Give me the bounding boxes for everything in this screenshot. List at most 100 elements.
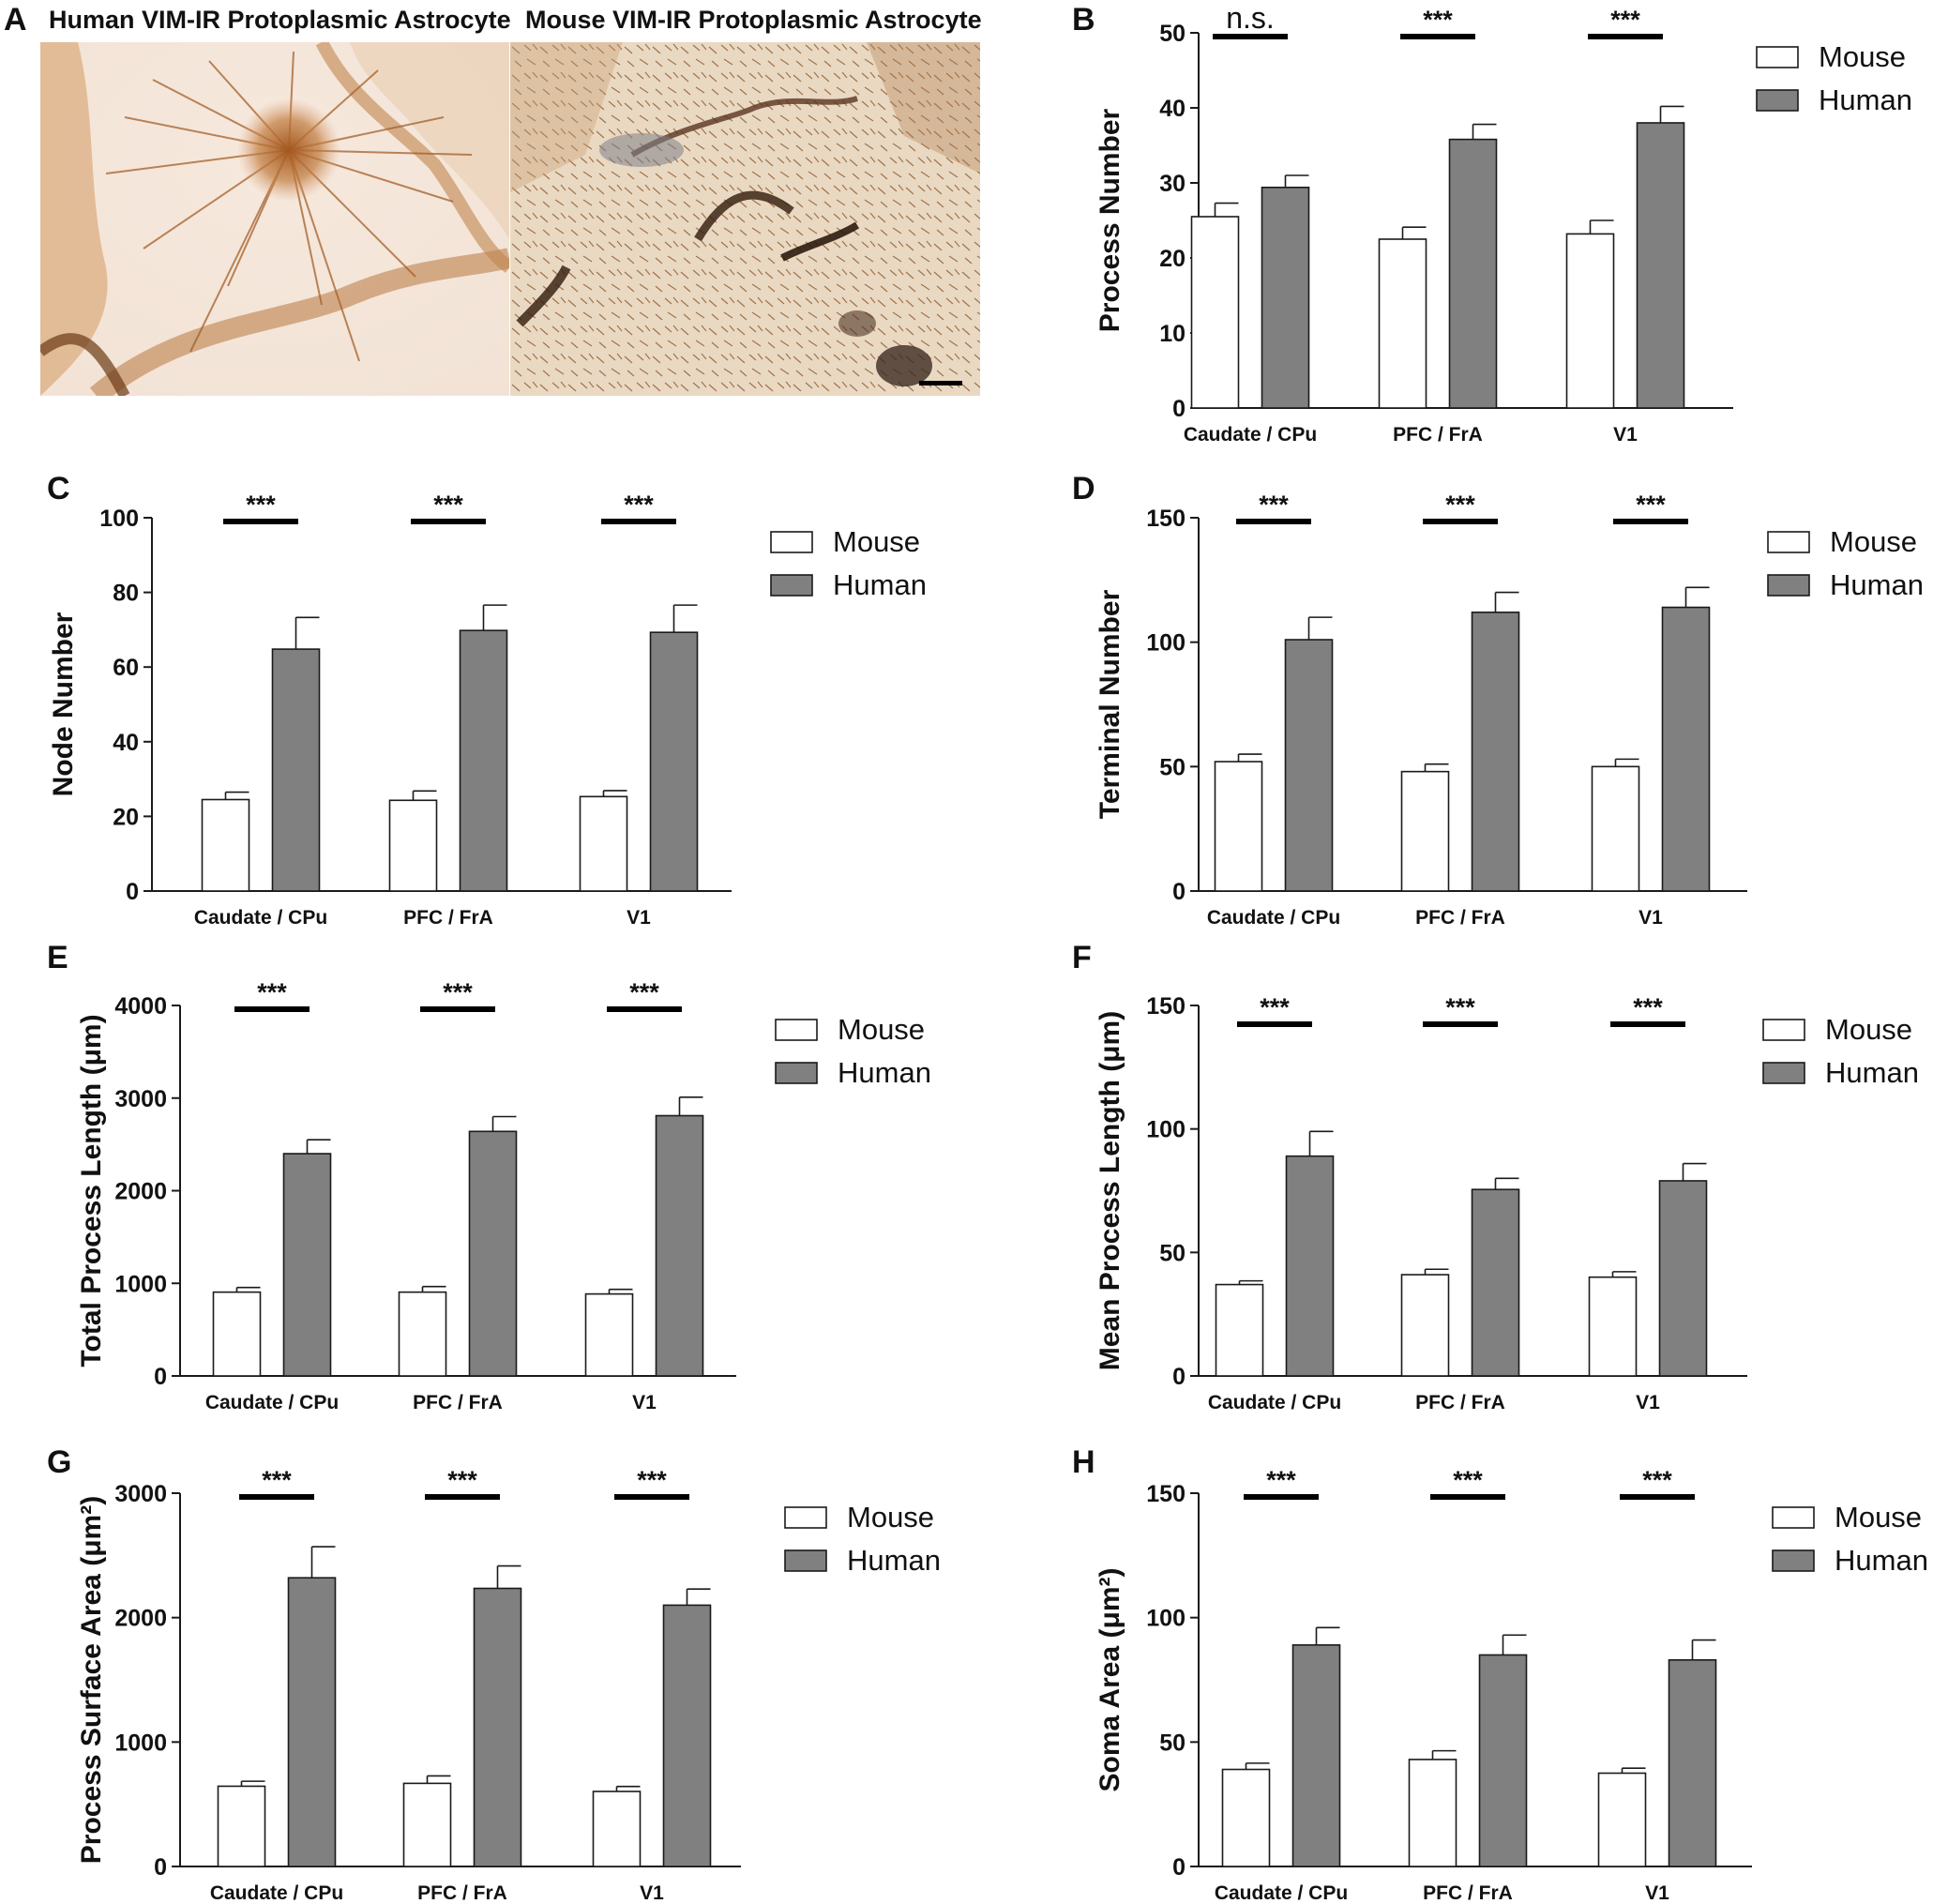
human-bar bbox=[1661, 606, 1711, 892]
significance-bar bbox=[234, 1006, 310, 1012]
human-bar bbox=[468, 1130, 518, 1377]
mouse-legend-label: Mouse bbox=[1830, 525, 1917, 558]
significance-label: *** bbox=[1445, 491, 1475, 519]
significance-bar bbox=[607, 1006, 682, 1012]
panel-e-letter: E bbox=[47, 940, 68, 975]
y-tick-label: 0 bbox=[154, 1854, 167, 1881]
y-tick-label: 50 bbox=[1159, 21, 1185, 47]
y-tick-label: 1000 bbox=[114, 1730, 167, 1756]
human-bar bbox=[1636, 122, 1685, 409]
y-tick-label: 4000 bbox=[114, 993, 167, 1020]
mouse-legend-swatch bbox=[1762, 1019, 1805, 1041]
human-bar bbox=[459, 629, 508, 892]
chart-panel-c: 0 20 40 60 80 100 Node Number Caudate / CPu *** P… bbox=[48, 491, 927, 929]
chart-panel-g: 0 1000 2000 3000 Process Surface Area (μm²) C… bbox=[76, 1466, 941, 1904]
y-axis-label: Total Process Length (μm) bbox=[76, 1014, 107, 1367]
y-tick-label: 0 bbox=[1172, 396, 1185, 422]
human-legend-swatch bbox=[1767, 574, 1810, 597]
x-category-label: Caudate / CPu bbox=[1215, 1882, 1348, 1904]
panel-b-letter: B bbox=[1072, 2, 1095, 38]
human-bar bbox=[473, 1587, 522, 1867]
mouse-bar bbox=[1597, 1772, 1647, 1867]
human-bar bbox=[655, 1114, 704, 1377]
human-legend-swatch bbox=[1756, 89, 1799, 112]
mouse-bar bbox=[1400, 770, 1450, 892]
x-category-label: Caudate / CPu bbox=[194, 907, 327, 929]
mouse-bar bbox=[212, 1291, 262, 1377]
significance-label: *** bbox=[1266, 1466, 1296, 1494]
x-category-label: V1 bbox=[640, 1882, 664, 1904]
y-tick-label: 1000 bbox=[114, 1271, 167, 1297]
significance-label: *** bbox=[246, 491, 276, 519]
significance-label: *** bbox=[1259, 491, 1289, 519]
significance-bar bbox=[1236, 519, 1311, 524]
y-tick-label: 100 bbox=[99, 506, 139, 532]
significance-label: *** bbox=[1633, 993, 1663, 1021]
significance-bar bbox=[1423, 519, 1498, 524]
significance-bar bbox=[1213, 34, 1288, 39]
human-bar bbox=[1285, 1155, 1335, 1377]
chart-panel-f: 0 50 100 150 Mean Process Length (μm) Caudate… bbox=[1095, 993, 1919, 1413]
significance-bar bbox=[411, 519, 486, 524]
significance-bar bbox=[614, 1494, 689, 1500]
y-tick-label: 100 bbox=[1146, 630, 1185, 657]
mouse-bar bbox=[1215, 1283, 1264, 1377]
y-axis-label: Mean Process Length (μm) bbox=[1095, 1011, 1125, 1370]
significance-bar bbox=[425, 1494, 500, 1500]
x-category-label: Caudate / CPu bbox=[1207, 907, 1340, 929]
significance-label: *** bbox=[1642, 1466, 1672, 1494]
y-axis-label: Node Number bbox=[48, 612, 79, 796]
human-bar bbox=[649, 631, 699, 892]
human-legend-swatch bbox=[775, 1062, 818, 1084]
significance-bar bbox=[1423, 1021, 1498, 1027]
mouse-bar bbox=[1565, 233, 1615, 409]
x-category-label: V1 bbox=[627, 907, 651, 929]
human-legend-label: Human bbox=[1830, 568, 1924, 601]
significance-bar bbox=[1588, 34, 1663, 39]
y-axis-label: Soma Area (μm²) bbox=[1095, 1568, 1125, 1792]
mouse-astrocyte-image bbox=[510, 42, 980, 396]
human-legend-swatch bbox=[1762, 1062, 1805, 1084]
mouse-bar bbox=[592, 1791, 642, 1867]
y-tick-label: 40 bbox=[1159, 96, 1185, 122]
mouse-bar bbox=[1378, 238, 1427, 409]
y-tick-label: 40 bbox=[113, 730, 139, 756]
human-bar bbox=[271, 648, 321, 892]
human-legend-swatch bbox=[1772, 1549, 1815, 1572]
human-legend-label: Human bbox=[1825, 1056, 1919, 1089]
human-legend-label: Human bbox=[833, 568, 927, 601]
mouse-bar bbox=[402, 1782, 452, 1867]
panel-g-letter: G bbox=[47, 1444, 72, 1480]
mouse-bar bbox=[1214, 761, 1263, 892]
significance-bar bbox=[601, 519, 676, 524]
y-tick-label: 80 bbox=[113, 581, 139, 607]
x-category-label: PFC / FrA bbox=[1393, 424, 1483, 446]
significance-bar bbox=[1244, 1494, 1319, 1500]
y-tick-label: 0 bbox=[154, 1364, 167, 1390]
significance-bar bbox=[1430, 1494, 1505, 1500]
mouse-legend-swatch bbox=[1756, 46, 1799, 68]
mouse-legend-swatch bbox=[784, 1506, 827, 1529]
y-tick-label: 60 bbox=[113, 655, 139, 681]
significance-label: *** bbox=[447, 1466, 477, 1494]
human-legend-label: Human bbox=[1819, 83, 1912, 116]
significance-bar bbox=[1237, 1021, 1312, 1027]
panel-h-letter: H bbox=[1072, 1444, 1095, 1480]
significance-bar bbox=[420, 1006, 495, 1012]
significance-bar bbox=[1613, 519, 1688, 524]
x-category-label: PFC / FrA bbox=[403, 907, 493, 929]
human-bar bbox=[1284, 639, 1334, 892]
human-legend-label: Human bbox=[838, 1056, 931, 1089]
human-legend-label: Human bbox=[1835, 1544, 1928, 1577]
mouse-legend-label: Mouse bbox=[1819, 40, 1906, 73]
x-category-label: V1 bbox=[1636, 1392, 1660, 1413]
human-bar bbox=[282, 1153, 332, 1377]
significance-bar bbox=[1610, 1021, 1685, 1027]
human-bar bbox=[1471, 612, 1520, 892]
y-tick-label: 100 bbox=[1146, 1606, 1185, 1632]
human-bar bbox=[1261, 187, 1310, 409]
x-category-label: PFC / FrA bbox=[1415, 907, 1505, 929]
significance-label: *** bbox=[1610, 6, 1640, 34]
significance-label: *** bbox=[637, 1466, 667, 1494]
human-bar bbox=[1478, 1654, 1528, 1867]
